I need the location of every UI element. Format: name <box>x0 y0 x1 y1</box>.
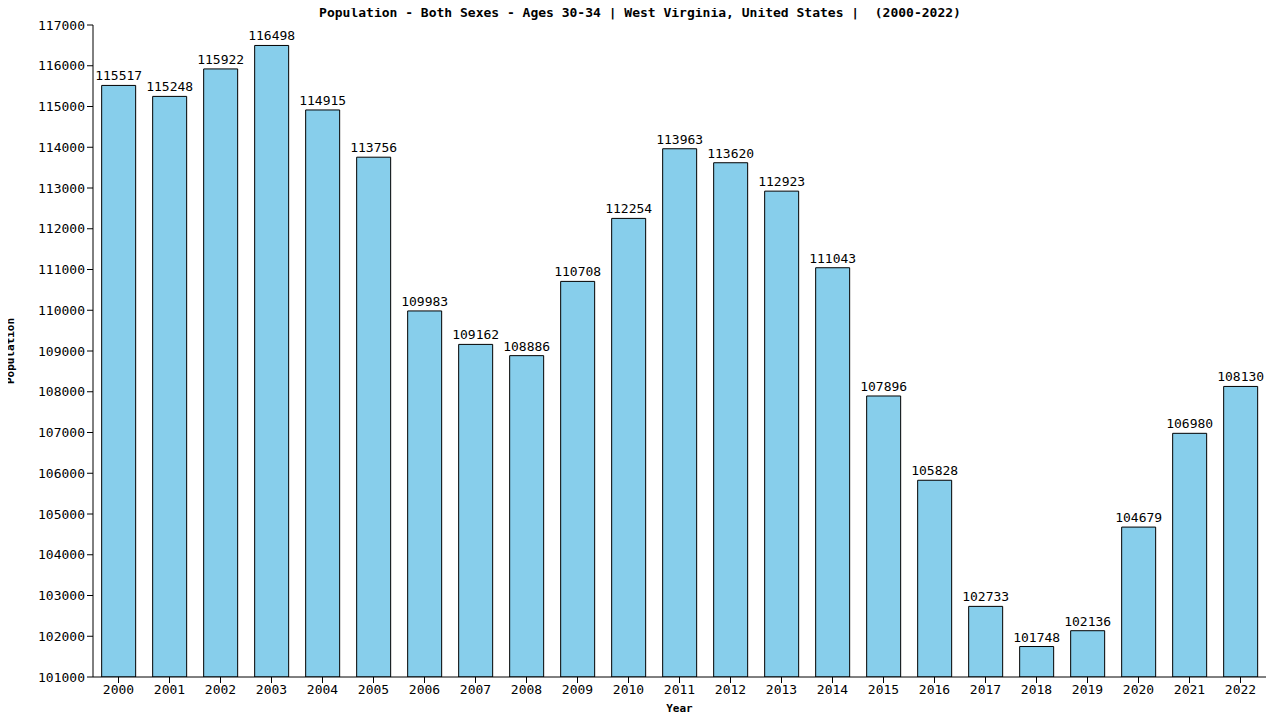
svg-text:101748: 101748 <box>1013 630 1060 645</box>
svg-text:114915: 114915 <box>299 93 346 108</box>
svg-text:2003: 2003 <box>256 682 287 697</box>
svg-text:2004: 2004 <box>307 682 338 697</box>
svg-text:116498: 116498 <box>248 28 295 43</box>
svg-text:108000: 108000 <box>38 384 85 399</box>
svg-text:104679: 104679 <box>1115 510 1162 525</box>
svg-text:108886: 108886 <box>503 339 550 354</box>
svg-text:115000: 115000 <box>38 99 85 114</box>
svg-text:2020: 2020 <box>1123 682 1154 697</box>
svg-text:106000: 106000 <box>38 466 85 481</box>
svg-text:110708: 110708 <box>554 264 601 279</box>
svg-text:2010: 2010 <box>613 682 644 697</box>
svg-text:111043: 111043 <box>809 251 856 266</box>
svg-text:114000: 114000 <box>38 140 85 155</box>
svg-text:116000: 116000 <box>38 58 85 73</box>
svg-text:109000: 109000 <box>38 344 85 359</box>
svg-text:Year: Year <box>666 702 693 712</box>
svg-text:112254: 112254 <box>605 201 652 216</box>
svg-text:2005: 2005 <box>358 682 389 697</box>
svg-text:109983: 109983 <box>401 294 448 309</box>
svg-text:2021: 2021 <box>1174 682 1205 697</box>
svg-text:Population: Population <box>8 318 17 384</box>
svg-text:105828: 105828 <box>911 463 958 478</box>
svg-text:2016: 2016 <box>919 682 950 697</box>
svg-text:102000: 102000 <box>38 629 85 644</box>
svg-text:2008: 2008 <box>511 682 542 697</box>
html-text:Population - Both Sexes - Ages: Population - Both Sexes - Ages 30-34 | W… <box>319 5 961 20</box>
svg-text:115517: 115517 <box>95 68 142 83</box>
svg-text:107896: 107896 <box>860 379 907 394</box>
svg-text:113756: 113756 <box>350 140 397 155</box>
svg-text:103000: 103000 <box>38 588 85 603</box>
svg-text:115922: 115922 <box>197 52 244 67</box>
svg-text:117000: 117000 <box>38 18 85 33</box>
svg-text:2000: 2000 <box>103 682 134 697</box>
svg-text:2014: 2014 <box>817 682 848 697</box>
svg-text:112923: 112923 <box>758 174 805 189</box>
svg-text:2002: 2002 <box>205 682 236 697</box>
svg-text:107000: 107000 <box>38 425 85 440</box>
svg-text:2006: 2006 <box>409 682 440 697</box>
svg-text:113000: 113000 <box>38 181 85 196</box>
svg-text:109162: 109162 <box>452 327 499 342</box>
svg-text:101000: 101000 <box>38 670 85 685</box>
svg-text:2011: 2011 <box>664 682 695 697</box>
svg-text:102136: 102136 <box>1064 614 1111 629</box>
svg-text:106980: 106980 <box>1166 416 1213 431</box>
svg-text:108130: 108130 <box>1217 369 1264 384</box>
svg-text:2013: 2013 <box>766 682 797 697</box>
svg-text:104000: 104000 <box>38 547 85 562</box>
svg-text:102733: 102733 <box>962 589 1009 604</box>
svg-text:110000: 110000 <box>38 303 85 318</box>
svg-text:2019: 2019 <box>1072 682 1103 697</box>
svg-text:113620: 113620 <box>707 146 754 161</box>
svg-text:2017: 2017 <box>970 682 1001 697</box>
svg-text:2001: 2001 <box>154 682 185 697</box>
svg-text:105000: 105000 <box>38 507 85 522</box>
svg-text:2015: 2015 <box>868 682 899 697</box>
svg-text:115248: 115248 <box>146 79 193 94</box>
svg-text:2012: 2012 <box>715 682 746 697</box>
svg-text:113963: 113963 <box>656 132 703 147</box>
svg-text:2018: 2018 <box>1021 682 1052 697</box>
svg-text:111000: 111000 <box>38 262 85 277</box>
svg-text:2022: 2022 <box>1225 682 1256 697</box>
svg-text:2007: 2007 <box>460 682 491 697</box>
svg-text:2009: 2009 <box>562 682 593 697</box>
svg-text:112000: 112000 <box>38 221 85 236</box>
